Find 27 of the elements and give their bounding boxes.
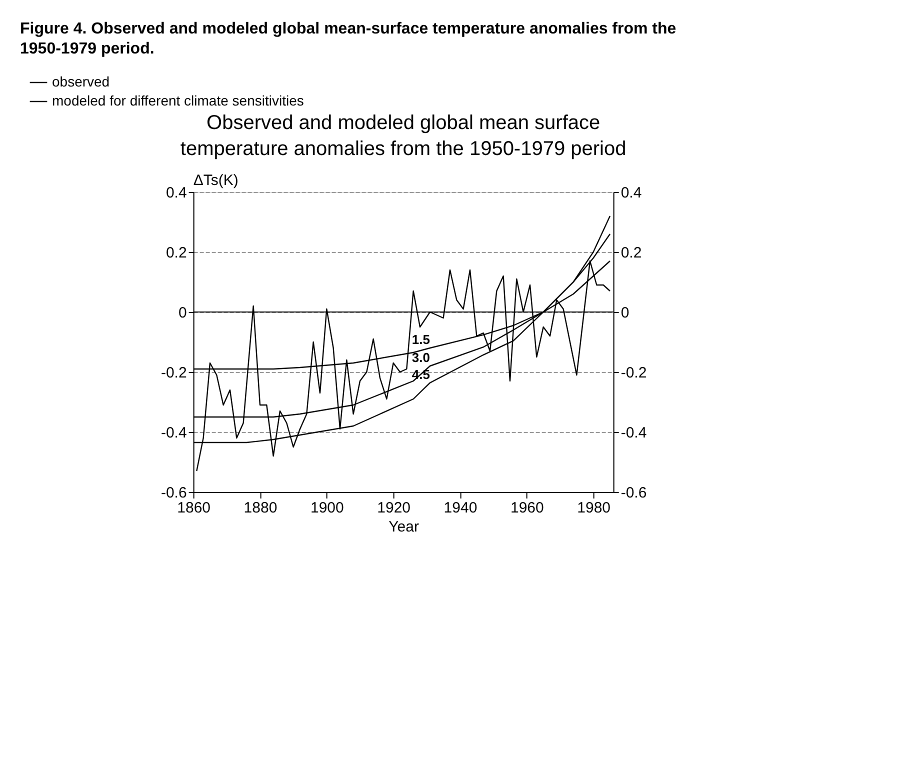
y2-tick-label: 0.4 bbox=[620, 184, 642, 202]
y2-tick-label: -0.6 bbox=[620, 484, 647, 502]
y-tick-label: 0.4 bbox=[166, 184, 187, 202]
x-tick-label: 1920 bbox=[377, 500, 411, 516]
annotation: 1.5 bbox=[412, 332, 430, 347]
x-tick-label: 1980 bbox=[577, 500, 611, 516]
y2-tick-label: -0.4 bbox=[620, 424, 647, 442]
chart-title: Figure 4. Observed and modeled global mean-surface temperature anomalies from the 1950-1979 period. bbox=[20, 20, 676, 58]
x-tick-label: 1860 bbox=[177, 500, 211, 516]
legend-label: observed bbox=[52, 74, 110, 90]
y2-tick-label: -0.2 bbox=[620, 364, 647, 382]
y2-tick-label: 0 bbox=[620, 304, 630, 322]
y-tick-label: -0.4 bbox=[160, 424, 187, 442]
x-axis-title: Year bbox=[388, 518, 419, 536]
y-tick-label: 0.2 bbox=[166, 244, 187, 262]
x-tick-label: 1940 bbox=[444, 500, 478, 516]
x-tick-label: 1900 bbox=[310, 500, 344, 516]
annotation: 3.0 bbox=[412, 350, 430, 365]
chart-subtitle: Observed and modeled global mean surface temperature anomalies from the 1950-1979 period bbox=[180, 112, 626, 160]
y-tick-label: -0.6 bbox=[160, 484, 187, 502]
x-tick-label: 1880 bbox=[244, 500, 278, 516]
y2-tick-label: 0.2 bbox=[620, 244, 642, 262]
legend-label: modeled for different climate sensitivities bbox=[52, 92, 304, 108]
y-axis-title: ΔTs(K) bbox=[193, 172, 238, 189]
x-tick-label: 1960 bbox=[510, 500, 544, 516]
y-tick-label: -0.2 bbox=[160, 364, 187, 382]
y-tick-label: 0 bbox=[178, 304, 187, 322]
